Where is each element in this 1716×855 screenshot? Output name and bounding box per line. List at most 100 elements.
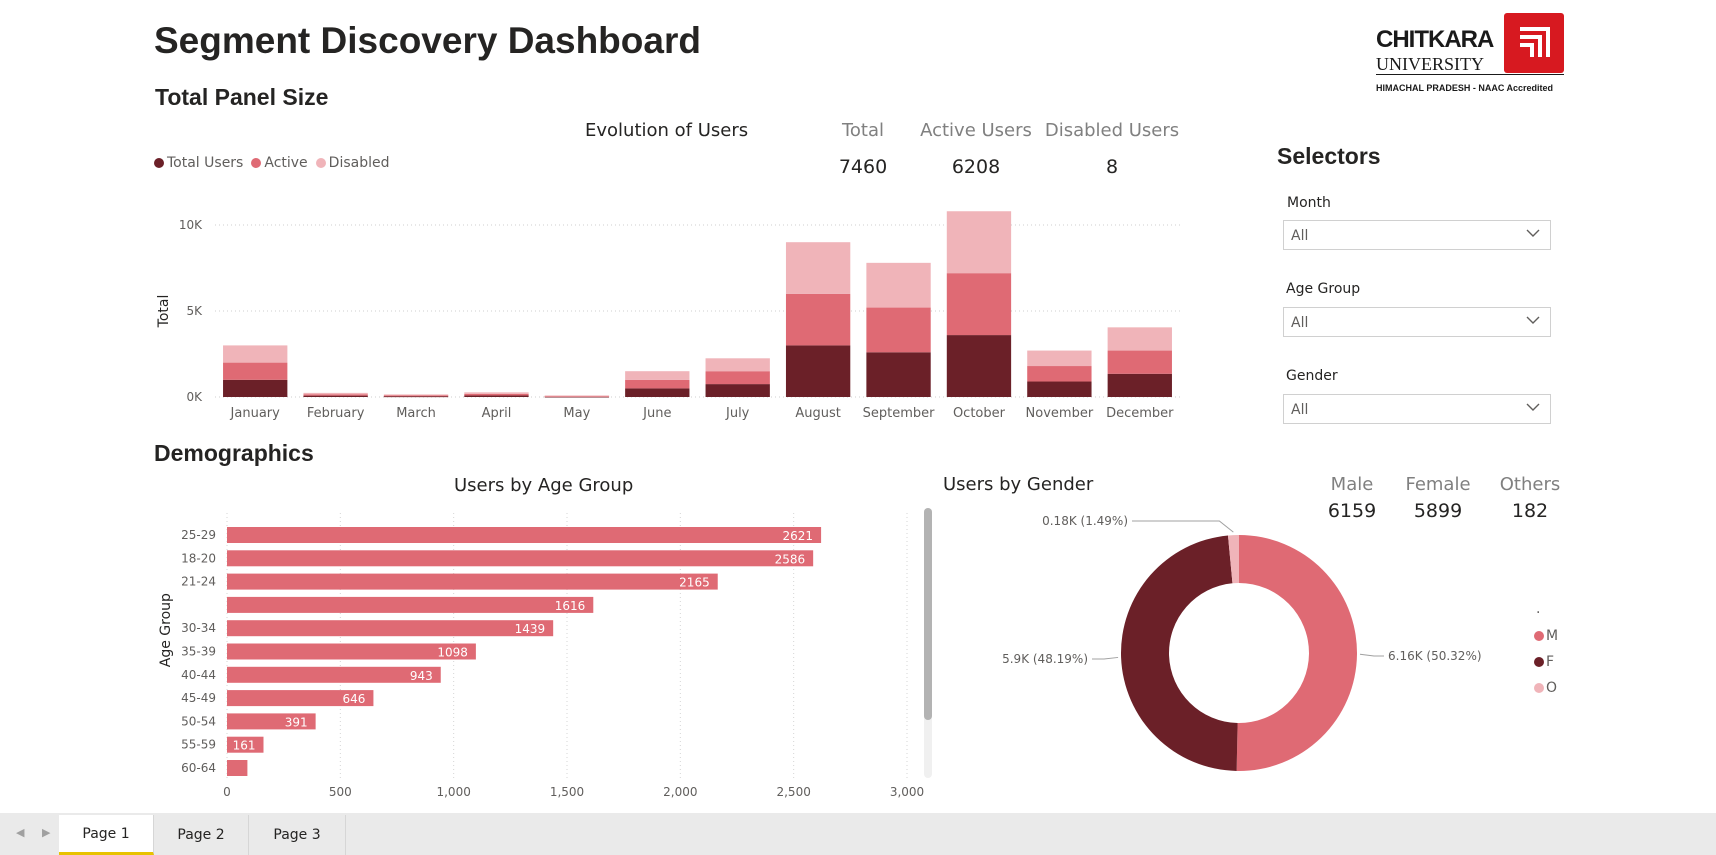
y-axis-label: Age Group bbox=[158, 593, 174, 667]
legend-label: Disabled bbox=[328, 155, 390, 171]
gender-donut-chart: 6.16K (50.32%) 5.9K (48.19%) 0.18K (1.49%) bbox=[1002, 514, 1482, 771]
bar-segment bbox=[464, 392, 529, 394]
y-tick-label: 18-20 bbox=[181, 551, 216, 565]
kpi-disabled-label: Disabled Users bbox=[1044, 120, 1180, 141]
bar-segment bbox=[303, 394, 368, 396]
legend-swatch bbox=[1534, 657, 1544, 667]
legend-swatch bbox=[315, 158, 326, 168]
bar bbox=[227, 690, 374, 707]
bar-segment bbox=[625, 371, 690, 380]
bar bbox=[227, 620, 554, 637]
bar-segment bbox=[785, 293, 851, 346]
bar-segment bbox=[705, 358, 770, 372]
x-tick-label: August bbox=[795, 406, 841, 421]
legend-swatch bbox=[1534, 631, 1544, 641]
evolution-chart-title: Evolution of Users bbox=[585, 120, 749, 141]
bar-segment bbox=[1107, 327, 1172, 351]
kpi-female-value: 5899 bbox=[1413, 500, 1463, 522]
bar-segment bbox=[785, 345, 851, 397]
university-logo: CHITKARA UNIVERSITY HIMACHAL PRADESH - N… bbox=[1372, 12, 1566, 96]
x-tick-label: April bbox=[482, 406, 512, 421]
bar-segment bbox=[946, 211, 1012, 274]
data-label: 1439 bbox=[515, 622, 546, 636]
month-selector[interactable]: All bbox=[1283, 220, 1551, 250]
gender-legend: . M F O bbox=[1534, 601, 1558, 696]
data-label: 943 bbox=[410, 669, 433, 683]
bar bbox=[227, 666, 441, 683]
tab-scroll-left-icon[interactable]: ◀ bbox=[16, 826, 25, 839]
kpi-others-value: 182 bbox=[1511, 500, 1549, 522]
bar-segment bbox=[785, 242, 851, 294]
data-label: 1098 bbox=[437, 646, 468, 660]
logo-divider bbox=[1376, 74, 1564, 75]
gender-legend-title: . bbox=[1536, 601, 1541, 617]
x-tick-label: September bbox=[863, 406, 936, 421]
kpi-others-label: Others bbox=[1499, 474, 1561, 495]
legend-item-f[interactable]: F bbox=[1534, 654, 1558, 670]
tab-page-2[interactable]: Page 2 bbox=[154, 815, 249, 855]
bar-segment bbox=[1027, 366, 1092, 382]
logo-subname: UNIVERSITY bbox=[1376, 54, 1484, 74]
bar-segment bbox=[866, 352, 931, 397]
month-selector-label: Month bbox=[1287, 195, 1331, 211]
y-tick-label: 40-44 bbox=[181, 668, 216, 682]
age-chart-title: Users by Age Group bbox=[454, 475, 634, 496]
bar-segment bbox=[303, 395, 368, 397]
logo-emblem-icon bbox=[1504, 13, 1564, 73]
demographics-section-title: Demographics bbox=[154, 440, 314, 466]
tab-scroll-right-icon[interactable]: ▶ bbox=[42, 826, 51, 839]
legend-item-o[interactable]: O bbox=[1534, 680, 1558, 696]
x-tick-label: October bbox=[953, 406, 1006, 421]
x-tick-label: December bbox=[1106, 406, 1174, 421]
bar-segment bbox=[946, 273, 1012, 336]
x-tick-label: July bbox=[725, 406, 750, 421]
kpi-active-value: 6208 bbox=[951, 156, 1001, 178]
legend-label: M bbox=[1546, 628, 1559, 644]
y-tick-label: 0K bbox=[186, 390, 203, 404]
x-tick-label: June bbox=[642, 406, 671, 421]
bar bbox=[227, 736, 264, 753]
kpi-total-label: Total bbox=[841, 120, 885, 141]
legend-item-disabled[interactable]: Disabled bbox=[315, 155, 390, 171]
bar-segment bbox=[946, 335, 1012, 397]
gender-selector[interactable]: All bbox=[1283, 394, 1551, 424]
dashboard-title: Segment Discovery Dashboard bbox=[154, 20, 701, 61]
bar-segment bbox=[464, 393, 529, 396]
age-group-chart: 0 500 1,000 1,500 2,000 2,500 3,000 Age Group 25… bbox=[158, 513, 924, 799]
donut-slice bbox=[1236, 535, 1358, 771]
legend-item-m[interactable]: M bbox=[1534, 628, 1558, 644]
chevron-down-icon bbox=[1526, 229, 1540, 237]
bar bbox=[227, 527, 822, 543]
x-tick-label: May bbox=[563, 406, 590, 421]
bar-segment bbox=[383, 395, 449, 397]
bar-segment bbox=[625, 379, 690, 389]
data-label: 0.18K (1.49%) bbox=[1042, 514, 1128, 528]
age-chart-scrollbar-thumb[interactable] bbox=[924, 508, 932, 720]
tab-page-1[interactable]: Page 1 bbox=[59, 815, 154, 855]
gender-selector-value: All bbox=[1291, 402, 1309, 418]
bar-segment bbox=[1107, 373, 1172, 397]
bar-segment bbox=[223, 379, 288, 397]
kpi-male-value: 6159 bbox=[1327, 500, 1377, 522]
bar bbox=[227, 573, 718, 590]
y-tick-label: 45-49 bbox=[181, 691, 216, 705]
x-tick-label: 1,500 bbox=[550, 785, 584, 799]
y-tick-label: 60-64 bbox=[181, 761, 216, 775]
data-label: 161 bbox=[233, 739, 256, 753]
bar-segment bbox=[383, 396, 449, 398]
bar-segment bbox=[705, 384, 770, 397]
gender-selector-label: Gender bbox=[1286, 368, 1338, 384]
bar-segment bbox=[625, 388, 690, 397]
x-tick-label: 3,000 bbox=[890, 785, 924, 799]
bar bbox=[227, 596, 594, 613]
kpi-disabled-value: 8 bbox=[1105, 156, 1119, 178]
age-group-selector[interactable]: All bbox=[1283, 307, 1551, 337]
data-label: 5.9K (48.19%) bbox=[1002, 652, 1088, 666]
bar-segment bbox=[544, 395, 610, 397]
legend-item-total-users[interactable]: Total Users bbox=[154, 155, 243, 171]
bar-segment bbox=[1107, 350, 1172, 374]
legend-item-active[interactable]: Active bbox=[251, 155, 308, 171]
legend-label: O bbox=[1546, 680, 1558, 696]
tab-page-3[interactable]: Page 3 bbox=[249, 815, 346, 855]
y-tick-label: 21-24 bbox=[181, 575, 216, 589]
